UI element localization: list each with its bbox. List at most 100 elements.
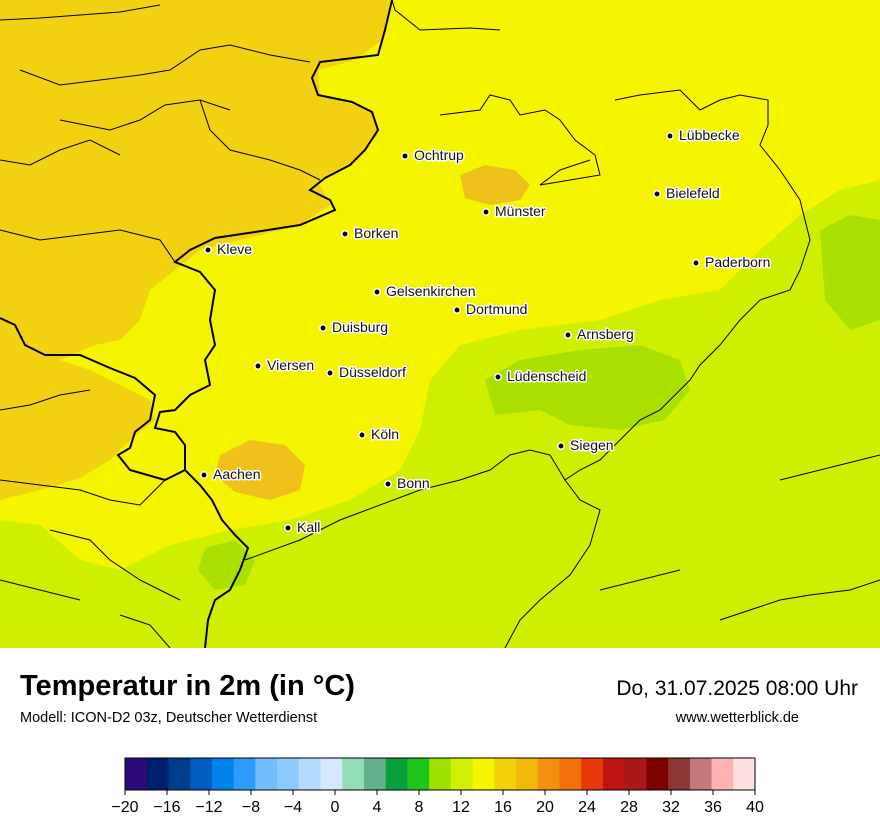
border-region-east (599, 454, 880, 621)
legend-tick-label: 24 (578, 799, 596, 816)
legend-bin (450, 758, 474, 790)
border-region-belgium (0, 389, 181, 648)
legend-bin (407, 758, 430, 790)
coolest-region-sauerland (485, 345, 690, 430)
legend-bin (168, 758, 191, 790)
legend-tick-label: 20 (536, 799, 554, 816)
warm-region-northwest (0, 0, 390, 360)
city-label: Kleve (217, 241, 252, 257)
border-national-west (153, 0, 393, 648)
legend-bin (494, 758, 517, 790)
legend-bin (298, 758, 322, 790)
city-label: Paderborn (705, 254, 770, 270)
legend-bin (190, 758, 213, 790)
city-label: Aachen (213, 466, 260, 482)
warm-region-southwest (0, 360, 155, 500)
legend-bin (472, 758, 495, 790)
legend-bin (559, 758, 582, 790)
legend-bin (233, 758, 256, 790)
chart-title: Temperatur in 2m (in °C) (20, 670, 355, 702)
map-canvas: Lübbecke Ochtrup Bielefeld Münster Borken Kle… (0, 0, 880, 648)
legend-tick-label: −20 (111, 799, 138, 816)
warm-region-top (0, 0, 230, 40)
warm-patch-aachen (215, 440, 305, 500)
city-marker (653, 190, 661, 198)
website-url[interactable]: www.wetterblick.de (675, 710, 799, 726)
city-marker (284, 524, 292, 532)
legend-tick-label: 16 (494, 799, 512, 816)
city-label: Dortmund (466, 301, 527, 317)
legend-bin (711, 758, 734, 790)
legend-bin (363, 758, 387, 790)
legend-bin (125, 758, 148, 790)
legend-tick-label: 28 (620, 799, 638, 816)
border-state-south (244, 449, 566, 561)
city-marker (254, 362, 262, 370)
city-label: Arnsberg (577, 326, 634, 342)
city-marker (453, 306, 461, 314)
legend-bins (124, 757, 756, 791)
city-marker (494, 373, 502, 381)
borders (0, 0, 880, 648)
city-marker (401, 152, 409, 160)
city-label: Kall (297, 519, 320, 535)
legend-bin (733, 758, 756, 790)
legend-bin (602, 758, 626, 790)
legend-bin (277, 758, 300, 790)
legend-tick-label: 36 (704, 799, 722, 816)
city-label: Gelsenkirchen (386, 283, 476, 299)
city-marker (564, 331, 572, 339)
legend-bin (146, 758, 169, 790)
city-label: Düsseldorf (339, 364, 406, 380)
city-label: Ochtrup (414, 147, 464, 163)
legend-bin (581, 758, 604, 790)
legend-bin (211, 758, 235, 790)
city-label: Lüdenscheid (507, 368, 586, 384)
color-legend: −20 −16 −12 −8 −4 0 4 8 12 16 20 24 28 32 36 40 (0, 750, 880, 830)
legend-bin (385, 758, 408, 790)
city-marker (692, 259, 700, 267)
legend-tick-label: −4 (284, 799, 302, 816)
city-label: Viersen (267, 357, 314, 373)
model-subtitle: Modell: ICON-D2 03z, Deutscher Wetterdie… (20, 710, 318, 726)
city-label: Köln (371, 426, 399, 442)
city-label: Lübbecke (679, 127, 740, 143)
legend-bin (342, 758, 365, 790)
legend-canvas: −20 −16 −12 −8 −4 0 4 8 12 16 20 24 28 32 36 40 (111, 757, 764, 816)
city-marker (319, 324, 327, 332)
legend-tick-label: 0 (331, 799, 340, 816)
legend-tick-label: 8 (415, 799, 424, 816)
city-label: Duisburg (332, 319, 388, 335)
legend-tick-label: −16 (153, 799, 180, 816)
forecast-datetime: Do, 31.07.2025 08:00 Uhr (616, 677, 858, 700)
border-region-nl (0, 4, 321, 263)
city-label: Bonn (397, 475, 430, 491)
city-marker (557, 442, 565, 450)
city-marker (341, 230, 349, 238)
temperature-map: Lübbecke Ochtrup Bielefeld Münster Borken Kle… (0, 0, 880, 648)
legend-bin (668, 758, 691, 790)
legend-bin (537, 758, 560, 790)
city-marker (373, 288, 381, 296)
warm-patch-muenster (460, 165, 530, 205)
cool-region-southeast (0, 180, 880, 648)
city-marker (482, 208, 490, 216)
legend-bin (320, 758, 343, 790)
city-label: Münster (495, 203, 546, 219)
legend-tick-label: 40 (746, 799, 764, 816)
cool-patch-east (820, 215, 880, 330)
city-label: Borken (354, 225, 398, 241)
city-marker (200, 471, 208, 479)
legend-ticks: −20 −16 −12 −8 −4 0 4 8 12 16 20 24 28 32 36 40 (111, 790, 764, 816)
city-marker (666, 132, 674, 140)
legend-tick-label: −8 (242, 799, 260, 816)
legend-bin (689, 758, 713, 790)
legend-tick-label: 4 (373, 799, 382, 816)
legend-bin (429, 758, 452, 790)
legend-bin (516, 758, 539, 790)
border-national-belgium (0, 317, 186, 482)
legend-tick-label: 12 (452, 799, 470, 816)
city-label: Siegen (570, 437, 614, 453)
legend-bin (624, 758, 647, 790)
border-state-east (391, 0, 811, 648)
